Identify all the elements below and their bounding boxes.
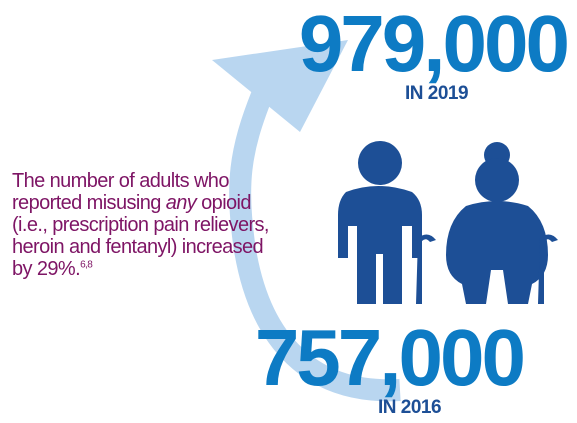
caption-line-5: by 29%. [12,258,81,280]
year-label-2016: IN 2016 [378,397,442,418]
curved-arrow-icon [212,40,401,402]
year-label-2019: IN 2019 [405,83,469,104]
caption-line-2-end: opioid [196,192,251,214]
caption-line-2-start: reported misusing [12,192,166,214]
caption-line-4: heroin and fentanyl) increased [12,236,264,258]
footnote-references: 6,8 [80,259,93,271]
caption-emphasis: any [165,192,197,214]
caption-line-1: The number of adults who [12,170,229,192]
older-man-with-cane-icon [338,141,436,304]
count-2016: 757,000 [254,313,526,402]
count-2019: 979,000 [298,0,570,88]
description-text: The number of adults who reported misusi… [12,170,312,280]
caption-line-3: (i.e., prescription pain relievers, [12,214,270,236]
older-woman-with-cane-icon [446,142,558,304]
